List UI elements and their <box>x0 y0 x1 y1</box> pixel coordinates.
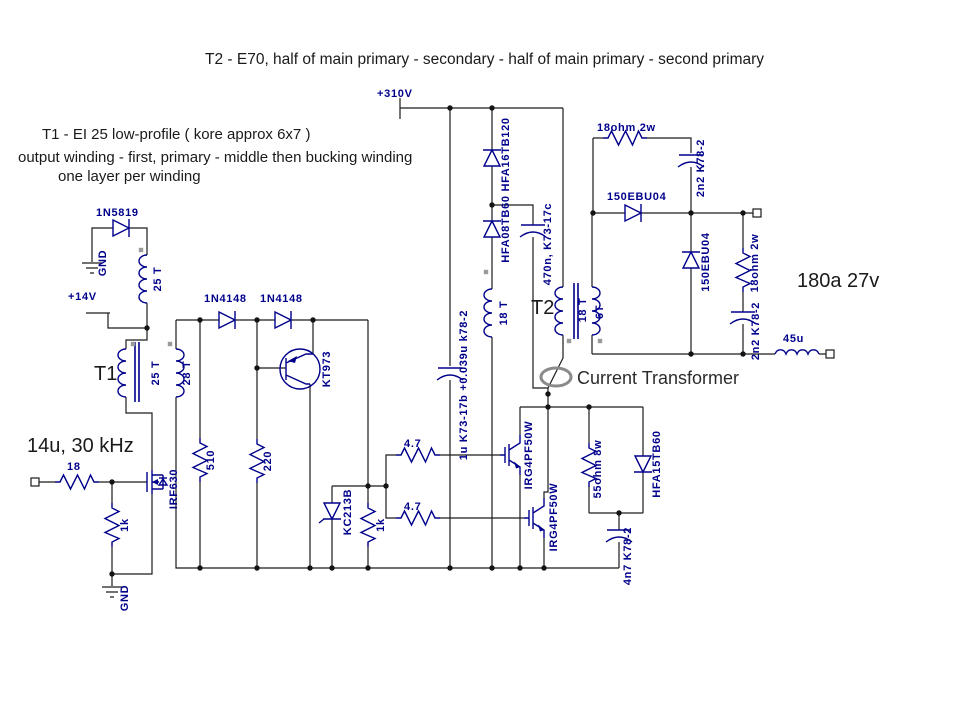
t2-label: T2 <box>531 297 554 319</box>
label-45u: 45u <box>783 333 804 345</box>
output-terminal-plus <box>752 208 762 218</box>
freq-note-label: 14u, 30 kHz <box>27 435 134 457</box>
igbt-irg4pf50w-a <box>499 434 522 476</box>
label-220: 220 <box>262 451 274 471</box>
label-25t-buck: 25 T <box>152 267 164 292</box>
zener-kc213b <box>318 502 342 524</box>
label-510: 510 <box>205 450 217 470</box>
diode-1n5819 <box>112 218 130 238</box>
text-layer: T2 - E70, half of main primary - seconda… <box>18 51 879 611</box>
label-kc213b: KC213B <box>342 489 354 535</box>
label-470n: 470n, K73-17c <box>542 203 554 285</box>
diode-1n4148-a <box>218 310 236 330</box>
t1-note-line1: T1 - EI 25 low-profile ( kore approx 6x7… <box>42 126 310 143</box>
label-1k-mid: 1k <box>375 518 387 532</box>
label-150ebu04-b: 150EBU04 <box>700 232 712 292</box>
input-terminal <box>30 477 40 487</box>
label-1n5819: 1N5819 <box>96 207 139 219</box>
t1-note-line3: one layer per winding <box>58 168 201 185</box>
label-55ohm: 55ohm 8w <box>592 440 604 499</box>
resistor-1k-mid <box>360 502 376 548</box>
net-plus14v: +14V <box>68 291 97 303</box>
label-18: 18 <box>67 461 81 473</box>
label-150ebu04-a: 150EBU04 <box>607 191 667 203</box>
label-igbt-b: IRG4PF50W <box>548 483 560 552</box>
transistor-kt973 <box>279 348 321 390</box>
inductor-45u <box>774 349 820 355</box>
label-18t-a: 18 T <box>498 301 510 326</box>
label-25t: 25 T <box>150 361 162 386</box>
output-rating-label: 180a 27v <box>797 270 879 292</box>
schematic-title: T2 - E70, half of main primary - seconda… <box>205 51 764 68</box>
diode-hfa16tb120 <box>482 149 502 167</box>
diode-150ebu04-freewheel <box>681 251 701 269</box>
label-4.7-b: 4.7 <box>404 501 421 513</box>
label-kt973: KT973 <box>321 351 333 388</box>
label-28t: 28 T <box>181 361 193 386</box>
label-igbt-a: IRG4PF50W <box>523 421 535 490</box>
diode-hfa08tb60 <box>482 220 502 238</box>
resistor-18ohm-right <box>735 247 751 293</box>
igbt-irg4pf50w-b <box>523 497 546 539</box>
current-transformer-label: Current Transformer <box>577 368 739 388</box>
diode-1n4148-b <box>274 310 292 330</box>
label-1n4148-b: 1N4148 <box>260 293 303 305</box>
t1-label: T1 <box>94 363 117 385</box>
resistor-18-input <box>54 474 100 490</box>
winding-bucking-25t <box>138 254 148 304</box>
label-18ohm-top: 18ohm 2w <box>597 122 656 134</box>
t2-primary-18t <box>554 286 564 336</box>
label-hfa15tb60: HFA15TB60 <box>651 430 663 497</box>
output-terminal-minus <box>825 349 835 359</box>
label-1n4148-a: 1N4148 <box>204 293 247 305</box>
label-4n7: 4n7 K78-2 <box>622 527 634 585</box>
symbol-layer <box>30 130 835 598</box>
label-6t: 6T <box>594 305 606 319</box>
label-2n2-right: 2n2 K78-2 <box>750 302 762 360</box>
label-4.7-a: 4.7 <box>404 438 421 450</box>
t1-core <box>134 342 140 402</box>
label-2n2-top: 2n2 K78-2 <box>695 139 707 197</box>
net-gnd-top: GND <box>97 250 109 277</box>
diode-150ebu04-series <box>624 203 642 223</box>
current-transformer-ring <box>539 366 573 388</box>
resistor-1k-input <box>104 502 120 548</box>
label-irf630: IRF630 <box>168 469 180 509</box>
label-1k-input: 1k <box>119 518 131 532</box>
resistor-4.7-b <box>395 510 441 526</box>
transistor-irf630 <box>146 470 169 494</box>
t1-primary-25t <box>117 348 127 398</box>
label-1u: 1u K73-17b +0.039u k78-2 <box>458 310 470 460</box>
label-18t-b: 18 T <box>577 298 589 323</box>
net-plus310v: +310V <box>377 88 413 100</box>
resistor-4.7-a <box>395 447 441 463</box>
winding-18t-half-primary <box>483 288 493 338</box>
junction-dots <box>109 105 746 577</box>
t1-note-line2: output winding - first, primary - middle… <box>18 149 412 166</box>
label-hfa-pair: HFA08TB60 HFA16TB120 <box>500 117 512 262</box>
diode-hfa15tb60 <box>633 455 653 473</box>
t2-core <box>573 283 579 339</box>
wire-layer <box>39 98 826 586</box>
label-18ohm-right: 18ohm 2w <box>749 234 761 293</box>
net-gnd-bottom: GND <box>119 585 131 612</box>
